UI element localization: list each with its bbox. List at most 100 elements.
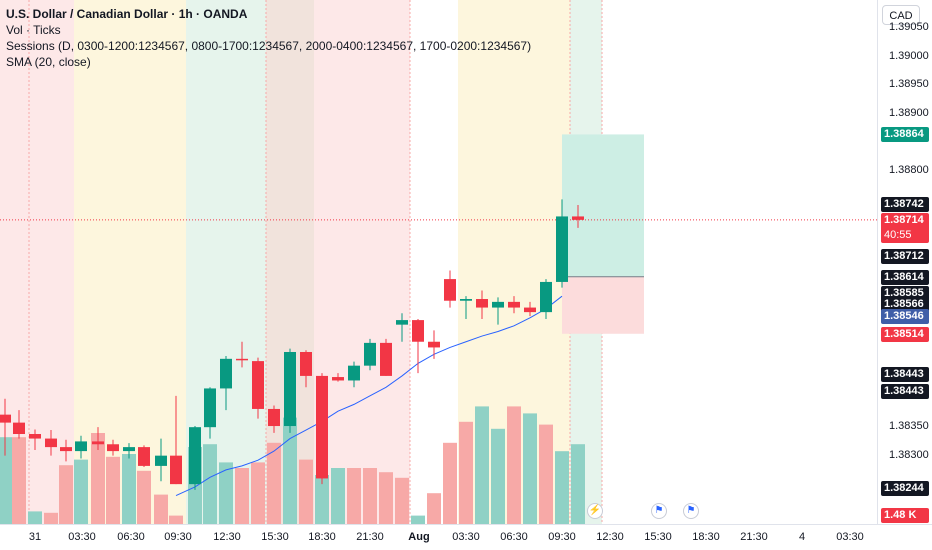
candle-body-37 (492, 301, 504, 308)
candle-body-17 (236, 358, 248, 361)
candle-body-30 (396, 320, 408, 325)
candle-body-15 (204, 388, 216, 428)
price-label-8: 1.38546 (881, 308, 929, 324)
volume-bar-31 (491, 428, 505, 524)
indicator-sma[interactable]: SMA (20, close) (6, 55, 91, 69)
session-band-5 (314, 0, 410, 524)
candle-body-16 (220, 358, 232, 389)
price-label-5: 1.38614 (881, 269, 929, 285)
volume-bar-4 (59, 465, 73, 524)
time-tick-12: 12:30 (596, 531, 624, 543)
chart-area[interactable] (0, 0, 877, 524)
candle-body-19 (252, 361, 264, 409)
volume-bar-30 (475, 406, 489, 524)
candle-body-27 (364, 342, 376, 366)
price-tick-5: 1.38350 (889, 420, 929, 433)
volume-bar-34 (539, 424, 553, 524)
candle-body-36 (476, 299, 488, 308)
volume-bar-13 (203, 444, 217, 524)
time-tick-3: 09:30 (164, 531, 192, 543)
volume-bar-2 (28, 511, 42, 524)
volume-bar-24 (379, 472, 393, 524)
candle-body-23 (316, 375, 328, 479)
price-tick-1: 1.39000 (889, 49, 929, 62)
time-tick-13: 15:30 (644, 531, 672, 543)
currency-button[interactable]: CAD (882, 5, 920, 25)
indicator-volume[interactable]: Vol · Ticks (6, 23, 61, 37)
volume-bar-33 (523, 413, 537, 524)
volume-bar-32 (507, 406, 521, 524)
indicator-sessions[interactable]: Sessions (D, 0300-1200:1234567, 0800-170… (6, 39, 532, 53)
stop-zone (562, 276, 644, 334)
candle-body-26 (348, 365, 360, 381)
candle-body-34 (444, 279, 456, 301)
price-label-9: 1.38514 (881, 326, 929, 342)
time-tick-16: 4 (798, 531, 806, 543)
volume-bar-19 (299, 459, 313, 524)
candle-body-22 (300, 351, 312, 376)
candle-body-25 (332, 377, 344, 381)
time-tick-5: 15:30 (261, 531, 289, 543)
price-tick-2: 1.38950 (889, 78, 929, 91)
volume-bar-9 (137, 470, 151, 524)
candle-body-0 (0, 414, 11, 423)
us-flag-event-icon-2[interactable]: ⚑ (683, 503, 699, 519)
time-tick-9: 03:30 (452, 531, 480, 543)
candle-body-28 (380, 342, 392, 376)
time-tick-2: 06:30 (117, 531, 145, 543)
price-label-4: 1.38712 (881, 249, 929, 265)
volume-bar-17 (267, 442, 281, 524)
candle-body-11 (170, 455, 182, 485)
target-zone (562, 134, 644, 277)
candle-body-4 (60, 447, 72, 452)
candle-body-7 (107, 444, 119, 452)
volume-bar-26 (411, 515, 425, 524)
time-tick-10: 06:30 (500, 531, 528, 543)
price-tick-4: 1.38800 (889, 163, 929, 176)
candle-body-9 (138, 447, 150, 466)
candle-body-21 (284, 351, 296, 427)
price-label-13: 1.48 K (881, 508, 929, 524)
lightning-event-icon[interactable]: ⚡ (587, 503, 603, 519)
volume-bar-16 (251, 462, 265, 524)
candle-body-6 (92, 441, 104, 445)
candle-body-32 (428, 341, 440, 348)
price-label-0: 1.38864 (881, 127, 929, 143)
volume-bar-3 (44, 512, 58, 524)
candle-body-39 (524, 307, 536, 313)
price-label-3: 1.38714 40:55 (881, 212, 929, 243)
candle-body-31 (412, 320, 424, 342)
price-label-12: 1.38244 (881, 480, 929, 496)
volume-bar-28 (443, 442, 457, 524)
us-flag-event-icon[interactable]: ⚑ (651, 503, 667, 519)
candle-body-42 (572, 216, 584, 220)
time-tick-8: Aug (408, 531, 430, 543)
price-chart-svg[interactable] (0, 0, 877, 524)
time-axis[interactable] (0, 524, 932, 550)
time-tick-6: 18:30 (308, 531, 336, 543)
candle-body-41 (556, 216, 568, 282)
volume-bar-22 (347, 468, 361, 524)
volume-bar-10 (154, 494, 168, 524)
volume-bar-5 (74, 459, 88, 524)
volume-bar-6 (91, 433, 105, 524)
candle-body-38 (508, 301, 520, 308)
symbol-title[interactable]: U.S. Dollar / Canadian Dollar · 1h · OAN… (6, 7, 248, 21)
candle-body-8 (123, 447, 135, 452)
time-tick-1: 03:30 (68, 531, 96, 543)
price-tick-0: 1.39050 (889, 21, 929, 34)
chart-legend: U.S. Dollar / Canadian Dollar · 1h · OAN… (6, 6, 531, 70)
candle-body-2 (29, 434, 41, 439)
volume-bar-21 (331, 468, 345, 524)
candle-body-40 (540, 281, 552, 313)
volume-bar-35 (555, 451, 569, 524)
candle-body-20 (268, 408, 280, 427)
volume-bar-36 (571, 444, 585, 524)
volume-bar-0 (0, 437, 12, 524)
price-tick-3: 1.38900 (889, 106, 929, 119)
volume-bar-29 (459, 421, 473, 524)
price-label-1: 1.38742 (881, 196, 929, 212)
price-label-11: 1.38443 (881, 384, 929, 400)
volume-bar-27 (427, 493, 441, 524)
price-tick-6: 1.38300 (889, 448, 929, 461)
